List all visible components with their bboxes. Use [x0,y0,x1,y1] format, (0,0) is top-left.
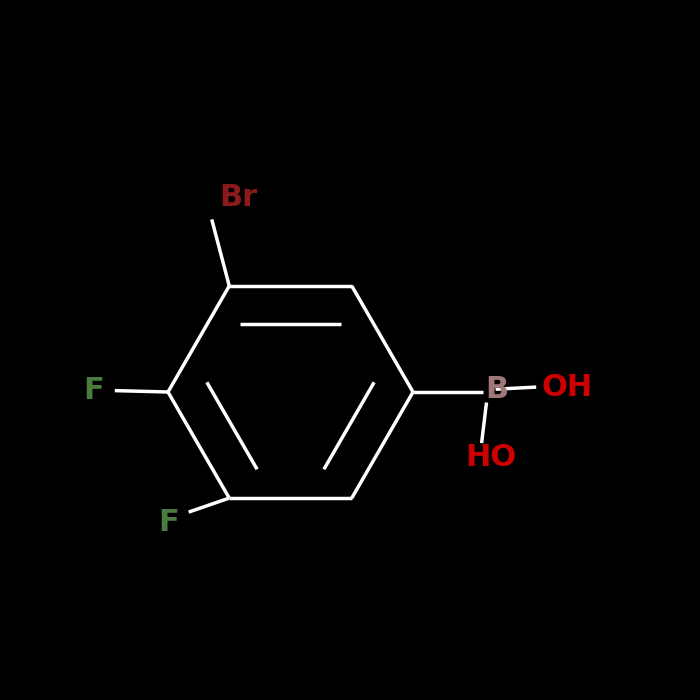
Text: HO: HO [466,442,517,472]
Text: Br: Br [218,183,257,212]
Text: OH: OH [542,372,593,402]
Text: F: F [158,508,178,537]
Text: F: F [83,376,104,405]
Text: B: B [485,375,508,405]
